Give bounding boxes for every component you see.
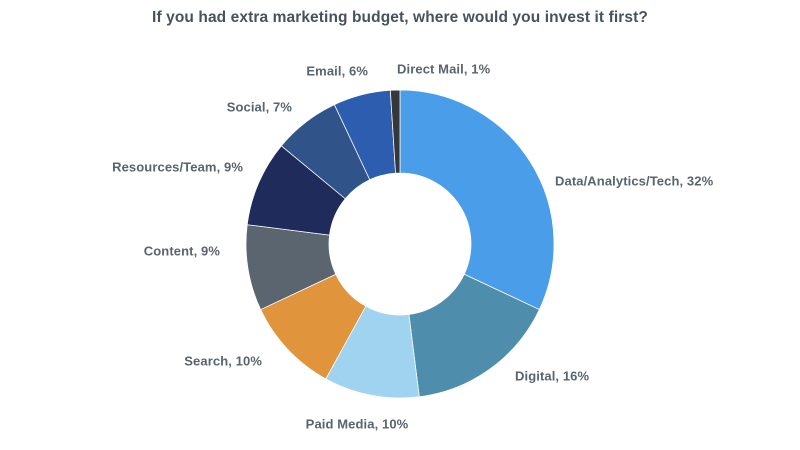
chart-title: If you had extra marketing budget, where… [152, 9, 648, 26]
pie-slice-data-analytics-tech [399, 89, 555, 310]
pie-slice-direct-mail [389, 89, 401, 174]
